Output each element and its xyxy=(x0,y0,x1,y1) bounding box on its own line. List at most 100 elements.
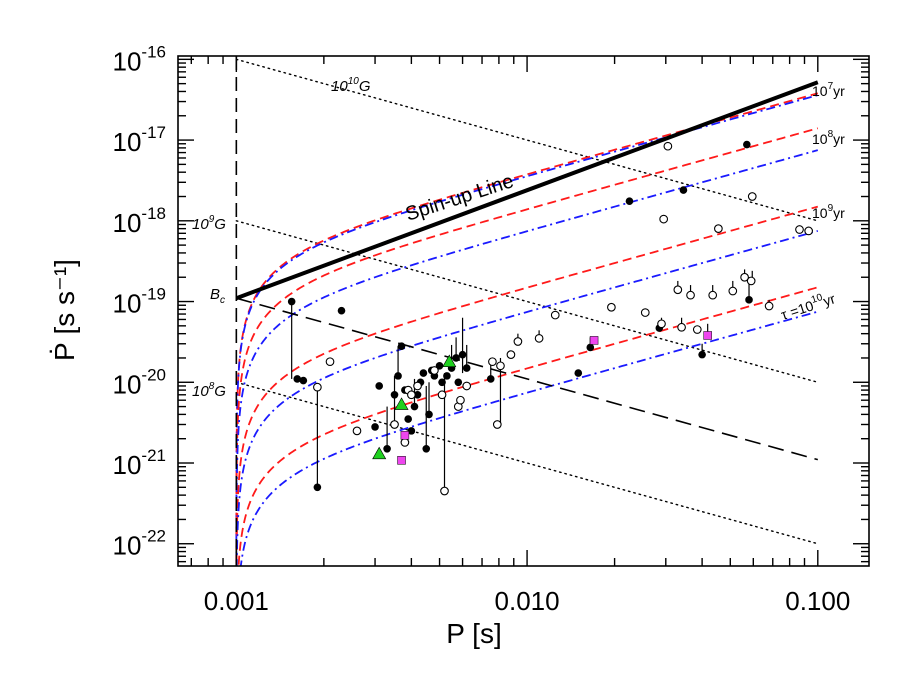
field-label-1e10-unit: G xyxy=(359,78,371,95)
y-tick-label-exp: -18 xyxy=(141,204,166,223)
open-circle-point-21 xyxy=(550,310,560,320)
filled-circle-point-37 xyxy=(698,350,706,359)
field-label-1e9: 109G xyxy=(192,214,226,233)
field-label-1e10-base: 10 xyxy=(331,78,348,95)
open-circle-point-14 xyxy=(462,381,472,391)
filled-circle-point-25 xyxy=(443,372,451,380)
open-circle-point-9 xyxy=(430,366,439,375)
filled-circle-point-33 xyxy=(586,343,595,352)
isochrone-red-3 xyxy=(235,205,819,566)
isochrone-label-1e7-base: 10 xyxy=(812,83,828,99)
isochrone-blue-2 xyxy=(235,149,819,566)
open-circle-point-22 xyxy=(607,302,616,312)
filled-circle-point-7 xyxy=(375,382,383,390)
open-circle-point-34 xyxy=(740,272,749,282)
y-tick-label-mantissa: 10 xyxy=(113,46,142,76)
x-tick-label-3: 0.100 xyxy=(785,586,850,616)
open-circle-point-7 xyxy=(407,390,416,400)
filled-circle-point-11 xyxy=(397,342,406,350)
filled-circle-point-30 xyxy=(462,364,471,372)
isochrone-label-1e9-unit: yr xyxy=(833,205,845,221)
tick-labels: 0.001 0.010 0.10010-1610-1710-1810-1910-20… xyxy=(113,42,851,616)
filled-circle-point-18 xyxy=(419,369,428,377)
critical-field-label-main: B xyxy=(210,286,220,303)
open-circle-point-30 xyxy=(692,325,702,334)
x-tick-label-1: 0.001 xyxy=(204,586,269,616)
y-tick-label-mantissa: 10 xyxy=(113,450,142,480)
y-tick-label-6: 10-21 xyxy=(113,446,167,480)
y-tick-label-exp: -20 xyxy=(141,365,166,384)
filled-circle-point-20 xyxy=(425,410,433,419)
filled-circle-point-1 xyxy=(287,297,296,306)
y-tick-label-exp: -19 xyxy=(141,285,166,304)
open-circle-point-35 xyxy=(746,276,756,286)
isochrone-blue-1 xyxy=(235,94,819,566)
filled-circle-point-16 xyxy=(413,390,422,399)
open-circle-point-2 xyxy=(325,357,335,367)
filled-circle-point-13 xyxy=(404,415,412,423)
filled-circle-point-39 xyxy=(745,296,753,304)
isochrone-label-1e10-prefix: τ = xyxy=(779,302,801,323)
y-tick-label-mantissa: 10 xyxy=(113,369,142,399)
field-label-1e10: 1010G xyxy=(331,76,371,95)
open-circle-point-29 xyxy=(686,290,695,300)
isochrone-label-1e10-unit: yr xyxy=(821,290,837,309)
field-line-1 xyxy=(235,58,819,222)
filled-circle-point-31 xyxy=(486,375,495,383)
filled-circle-point-34 xyxy=(625,197,634,205)
y-tick-label-exp: -16 xyxy=(141,42,166,61)
y-tick-label-mantissa: 10 xyxy=(113,127,142,157)
filled-circle-point-10 xyxy=(394,372,402,380)
isochrone-label-1e8-base: 10 xyxy=(812,131,828,147)
filled-circle-point-3 xyxy=(299,376,308,385)
plot-frame-and-ticks xyxy=(177,55,870,567)
y-tick-label-exp: -22 xyxy=(141,527,166,546)
y-tick-label-4: 10-19 xyxy=(113,285,167,319)
open-circle-point-31 xyxy=(708,290,718,300)
field-label-1e9-base: 10 xyxy=(192,216,209,233)
open-circle-point-18 xyxy=(506,350,516,359)
field-label-1e8-base: 10 xyxy=(192,383,209,400)
filled-circle-point-38 xyxy=(743,140,751,149)
filled-circle-point-14 xyxy=(407,427,416,435)
open-circle-point-4 xyxy=(390,420,399,429)
filled-circle-point-6 xyxy=(371,423,379,431)
isochrone-label-1e7-exp: 7 xyxy=(828,81,834,92)
filled-circle-point-19 xyxy=(422,444,431,453)
isochrone-label-1e10: τ =1010yr xyxy=(778,288,837,323)
filled-circle-point-9 xyxy=(390,390,399,399)
open-circle-point-20 xyxy=(534,333,544,343)
square-point-3 xyxy=(589,336,599,345)
isochrone-red-1 xyxy=(235,92,819,566)
x-axis-title: P [s] xyxy=(446,618,502,649)
open-circle-point-8 xyxy=(413,381,422,391)
open-circle-point-15 xyxy=(488,357,497,367)
field-label-1e8-exp: 8 xyxy=(209,381,215,392)
triangle-point-3 xyxy=(442,354,457,367)
y-tick-label-exp: -17 xyxy=(141,123,166,142)
y-tick-label-1: 10-16 xyxy=(113,42,167,76)
open-circle-point-19 xyxy=(513,337,523,346)
filled-circle-point-4 xyxy=(313,483,322,492)
square-point-4 xyxy=(703,331,712,340)
open-circle-point-23 xyxy=(640,308,650,317)
critical-field-line xyxy=(236,297,819,461)
isochrone-label-1e8: 108yr xyxy=(812,129,845,147)
magnetic-field-lines xyxy=(235,58,819,545)
isochrone-label-1e7: 107yr xyxy=(812,81,845,99)
y-tick-label-mantissa: 10 xyxy=(113,289,142,319)
open-circle-point-11 xyxy=(440,486,449,496)
open-circle-point-28 xyxy=(677,322,686,332)
isochrone-label-1e9-base: 10 xyxy=(812,205,828,221)
isochrone-label-1e9-exp: 9 xyxy=(828,203,834,214)
filled-circle-point-29 xyxy=(458,350,467,359)
spin-up-line xyxy=(235,80,819,301)
filled-circle-point-5 xyxy=(337,306,346,315)
field-label-1e8: 108G xyxy=(192,381,226,400)
filled-circle-point-28 xyxy=(454,378,463,387)
open-circle-point-26 xyxy=(663,141,673,151)
isochrone-label-1e8-unit: yr xyxy=(833,131,845,147)
critical-field-label-sub: c xyxy=(220,295,225,306)
open-circle-point-36 xyxy=(747,192,757,201)
